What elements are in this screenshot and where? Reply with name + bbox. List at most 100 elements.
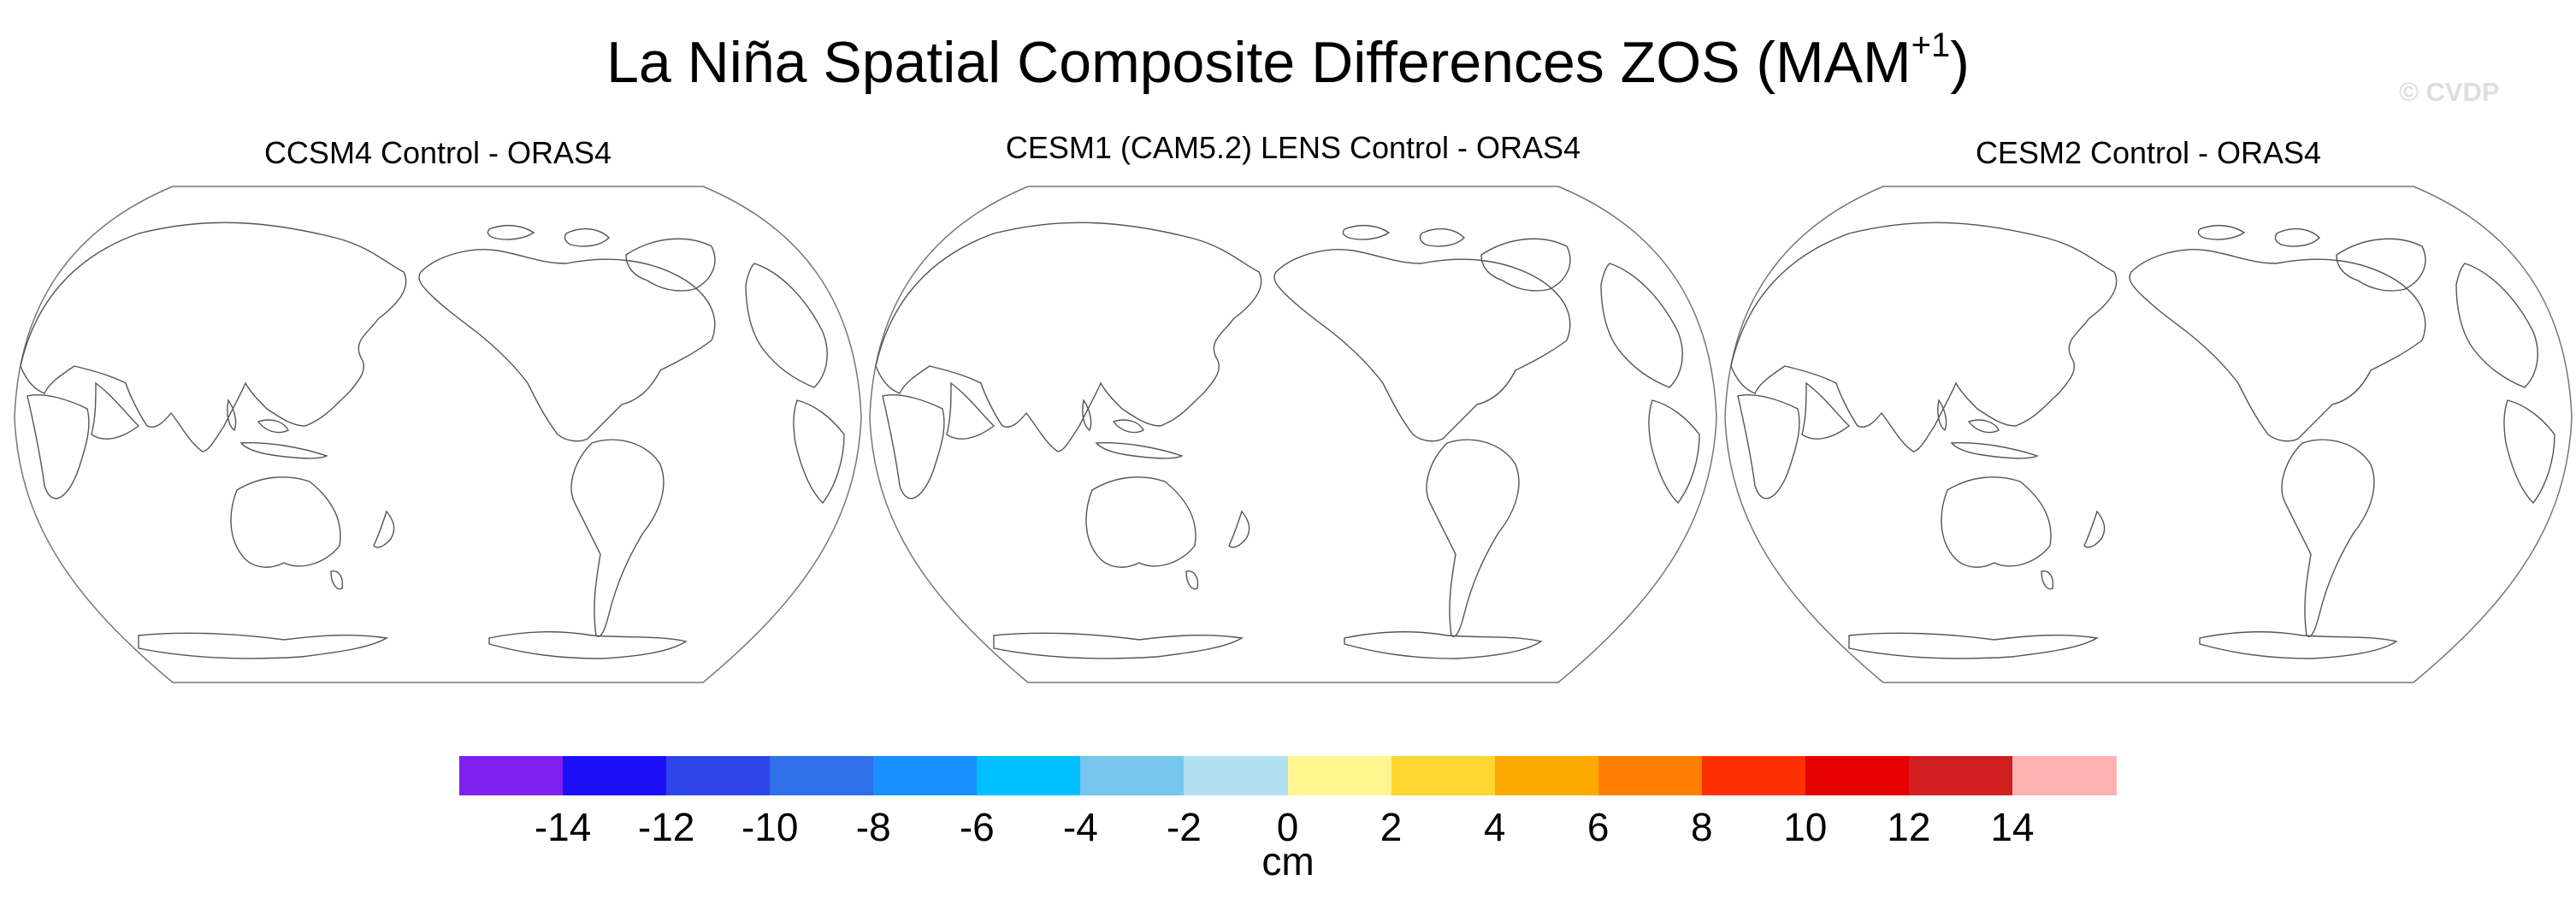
map-panel-cesm1: CESM1 (CAM5.2) LENS Control - ORAS4 [866, 120, 1721, 701]
coastline [1848, 632, 2100, 659]
colorbar-tick-label: 10 [1783, 805, 1828, 849]
coastline [793, 399, 845, 505]
title-superscript: +1 [1911, 27, 1951, 64]
colorbar-box [1908, 756, 2013, 795]
panel-title-ccsm4: CCSM4 Control - ORAS4 [263, 135, 612, 170]
coastline [1095, 441, 1184, 459]
colorbar-tick-label: -6 [959, 805, 995, 849]
colorbar [459, 756, 2117, 797]
coastline [487, 224, 535, 240]
coastline [20, 222, 407, 452]
colorbar-box [770, 756, 874, 795]
coastline [330, 570, 344, 590]
coastline [1419, 227, 1465, 247]
colorbar-box [1080, 756, 1185, 795]
coastline [488, 631, 688, 659]
coastline [1112, 419, 1144, 434]
coastline [2455, 263, 2538, 388]
coastline [1228, 510, 1250, 548]
coastline [230, 476, 341, 568]
coastline [1737, 394, 1800, 499]
coastline [27, 394, 90, 499]
coastline [875, 222, 1262, 452]
panel-title-cesm2: CESM2 Control - ORAS4 [1975, 135, 2322, 170]
coastline [1801, 381, 1851, 440]
coastline [227, 399, 237, 432]
coastline [993, 632, 1244, 659]
coastline [1950, 441, 2039, 459]
coastline [946, 381, 996, 440]
coastline [2503, 399, 2555, 505]
colorbar-tick-label: 8 [1690, 805, 1713, 849]
colorbar-box [2012, 756, 2117, 795]
coastline [2199, 631, 2398, 659]
colorbar-tick-label: -4 [1062, 805, 1098, 849]
map-frame [1724, 186, 2573, 683]
coastline [1344, 631, 1543, 659]
coastline [570, 439, 665, 637]
coastline [2197, 224, 2246, 240]
coastline [2129, 249, 2426, 442]
colorbar-tick-label: 2 [1380, 805, 1403, 849]
coastline [1185, 570, 1199, 590]
coastline [1648, 399, 1700, 505]
colorbar-tick-label: 0 [1276, 805, 1299, 849]
coastline [1967, 419, 2000, 434]
colorbar-tick-label: 6 [1586, 805, 1610, 849]
map-frame [14, 186, 862, 683]
coastline [882, 394, 945, 499]
coastline [239, 441, 328, 459]
coastline [1273, 249, 1571, 442]
colorbar-tick-label: -8 [855, 805, 891, 849]
map-frame [869, 186, 1717, 683]
coastline [625, 238, 716, 292]
colorbar-box [977, 756, 1081, 795]
coastline [138, 632, 389, 659]
colorbar-tick-label: 12 [1887, 805, 1931, 849]
coastline [1730, 222, 2118, 452]
coastline [373, 510, 395, 548]
figure-title: La Niña Spatial Composite Differences ZO… [0, 24, 2576, 101]
coastline [257, 419, 289, 434]
colorbar-box [1287, 756, 1392, 795]
coastline [1941, 476, 2052, 568]
coastline [1082, 399, 1092, 432]
colorbar-tick-label: 4 [1483, 805, 1506, 849]
colorbar-box [1598, 756, 1703, 795]
title-close: ) [1950, 30, 1970, 95]
colorbar-tick-label: 14 [1990, 805, 2035, 849]
colorbar-box [1701, 756, 1806, 795]
colorbar-tick-label: -2 [1166, 805, 1202, 849]
cvdp-watermark: © CVDP [2399, 77, 2500, 107]
coastline [564, 227, 610, 247]
coastline [1600, 263, 1683, 388]
coastline [745, 263, 828, 388]
colorbar-box [873, 756, 978, 795]
colorbar-tick-label: -10 [741, 805, 799, 849]
coastline [2274, 227, 2320, 247]
colorbar-box [563, 756, 667, 795]
coastline [1426, 439, 1520, 637]
colorbar-tick-label: -14 [534, 805, 592, 849]
coastline [2083, 510, 2106, 548]
colorbar-box [1805, 756, 1910, 795]
colorbar-box [1184, 756, 1288, 795]
world-map-cesm1 [869, 186, 1717, 683]
colorbar-box [666, 756, 771, 795]
coastline [91, 381, 140, 440]
coastline [2336, 238, 2426, 292]
coastline [1085, 476, 1196, 568]
coastline [1480, 238, 1571, 292]
world-map-ccsm4 [14, 186, 862, 683]
world-map-cesm2 [1724, 186, 2573, 683]
colorbar-box [459, 756, 564, 795]
coastline [2281, 439, 2375, 637]
colorbar-tick-label: -12 [637, 805, 695, 849]
colorbar-units: cm [1261, 839, 1315, 883]
colorbar-box [1494, 756, 1599, 795]
map-panel-cesm2: CESM2 Control - ORAS4 [1721, 120, 2576, 701]
coastline [418, 249, 716, 442]
title-main: La Niña Spatial Composite Differences ZO… [606, 30, 1911, 95]
map-panel-ccsm4: CCSM4 Control - ORAS4 [10, 120, 866, 701]
panel-title-cesm1: CESM1 (CAM5.2) LENS Control - ORAS4 [1005, 130, 1581, 165]
